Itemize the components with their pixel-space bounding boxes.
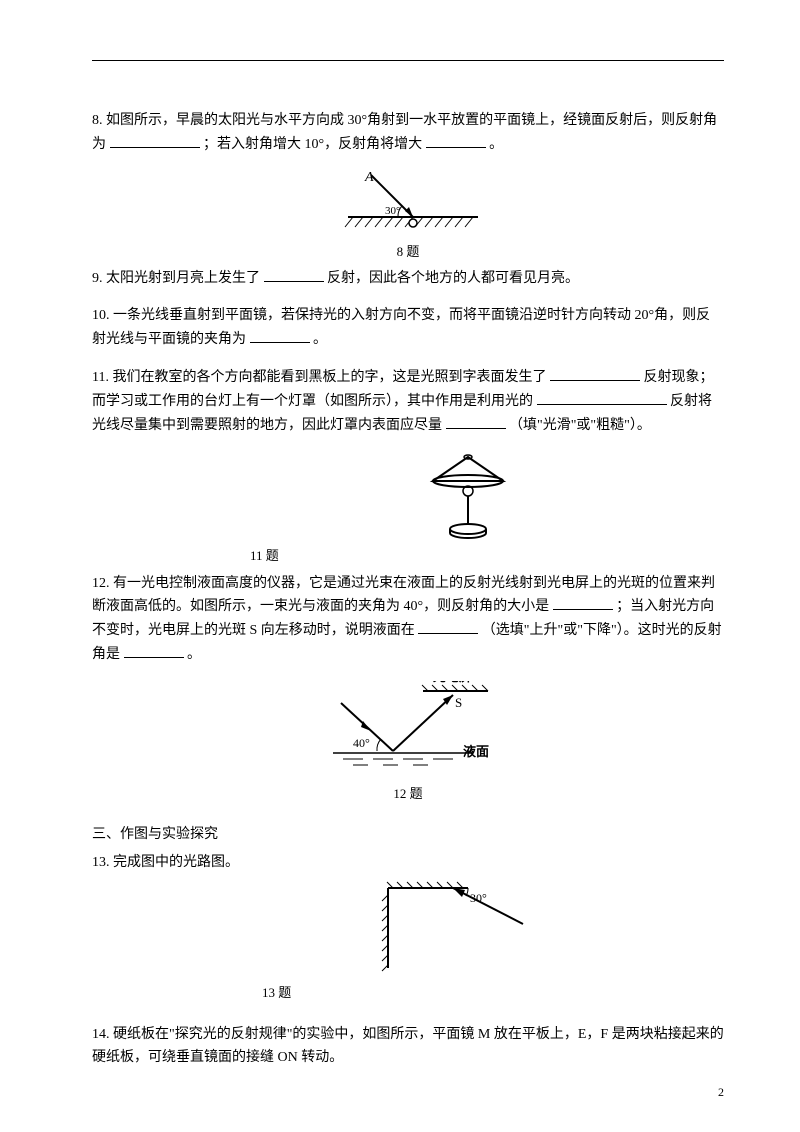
q9-text-b: 反射，因此各个地方的人都可看见月亮。 [327, 271, 579, 286]
q12-blank-1 [553, 595, 613, 610]
question-12: 12. 有一光电控制液面高度的仪器，它是通过光束在液面上的反射光线射到光电屏上的… [92, 572, 724, 667]
figure-13: 30° 13 题 [192, 880, 724, 1004]
q11-blank-2 [537, 390, 667, 405]
figure-12-caption: 12 题 [92, 783, 724, 805]
q12-spot-label: S [455, 695, 462, 710]
q10-text-a: 10. 一条光线垂直射到平面镜，若保持光的入射方向不变，而将平面镜沿逆时针方向转… [92, 308, 710, 347]
question-11: 11. 我们在教室的各个方向都能看到黑板上的字，这是光照到字表面发生了 反射现象… [92, 366, 724, 437]
q11-text-d: （填"光滑"或"粗糙"）。 [509, 418, 651, 433]
q10-text-b: 。 [313, 332, 327, 347]
figure-11-caption: 11 题 [250, 545, 724, 567]
q11-blank-3 [446, 414, 506, 429]
q9-blank [264, 267, 324, 282]
q8-ray-label: A [364, 171, 374, 185]
q9-text-a: 9. 太阳光射到月亮上发生了 [92, 271, 260, 286]
question-9: 9. 太阳光射到月亮上发生了 反射，因此各个地方的人都可看见月亮。 [92, 267, 724, 291]
q8-angle-label: 30° [385, 205, 400, 217]
q11-text-a: 11. 我们在教室的各个方向都能看到黑板上的字，这是光照到字表面发生了 [92, 370, 546, 385]
q12-text-d: 。 [187, 647, 201, 662]
q12-surface-label: 液面 [463, 744, 489, 759]
q12-blank-3 [124, 643, 184, 658]
q12-blank-2 [418, 619, 478, 634]
figure-13-caption: 13 题 [262, 982, 724, 1004]
q8-text-c: 。 [489, 137, 503, 152]
question-10: 10. 一条光线垂直射到平面镜，若保持光的入射方向不变，而将平面镜沿逆时针方向转… [92, 304, 724, 352]
q8-blank-2 [426, 133, 486, 148]
figure-11: 11 题 [212, 451, 724, 567]
page-number: 2 [718, 1082, 724, 1102]
q10-blank [250, 328, 310, 343]
q13-angle-label: 30° [470, 891, 487, 905]
q12-angle-label: 40° [353, 736, 370, 750]
question-13: 13. 完成图中的光路图。 [92, 851, 724, 875]
figure-8-caption: 8 题 [92, 241, 724, 263]
q8-text-b: ；若入射角增大 10°，反射角将增大 [203, 137, 422, 152]
question-8: 8. 如图所示，早晨的太阳光与水平方向成 30°角射到一水平放置的平面镜上，经镜… [92, 109, 724, 157]
top-rule [92, 60, 724, 61]
question-14: 14. 硬纸板在"探究光的反射规律"的实验中，如图所示，平面镜 M 放在平板上，… [92, 1023, 724, 1071]
q12-screen-label: 光电屏 [432, 681, 472, 684]
section-3-title: 三、作图与实验探究 [92, 823, 724, 847]
q8-blank-1 [110, 133, 200, 148]
figure-8: 30° A 8 题 [92, 171, 724, 263]
figure-12: 光电屏 S 40° 液面 12 题 [92, 681, 724, 805]
q11-blank-1 [550, 366, 640, 381]
